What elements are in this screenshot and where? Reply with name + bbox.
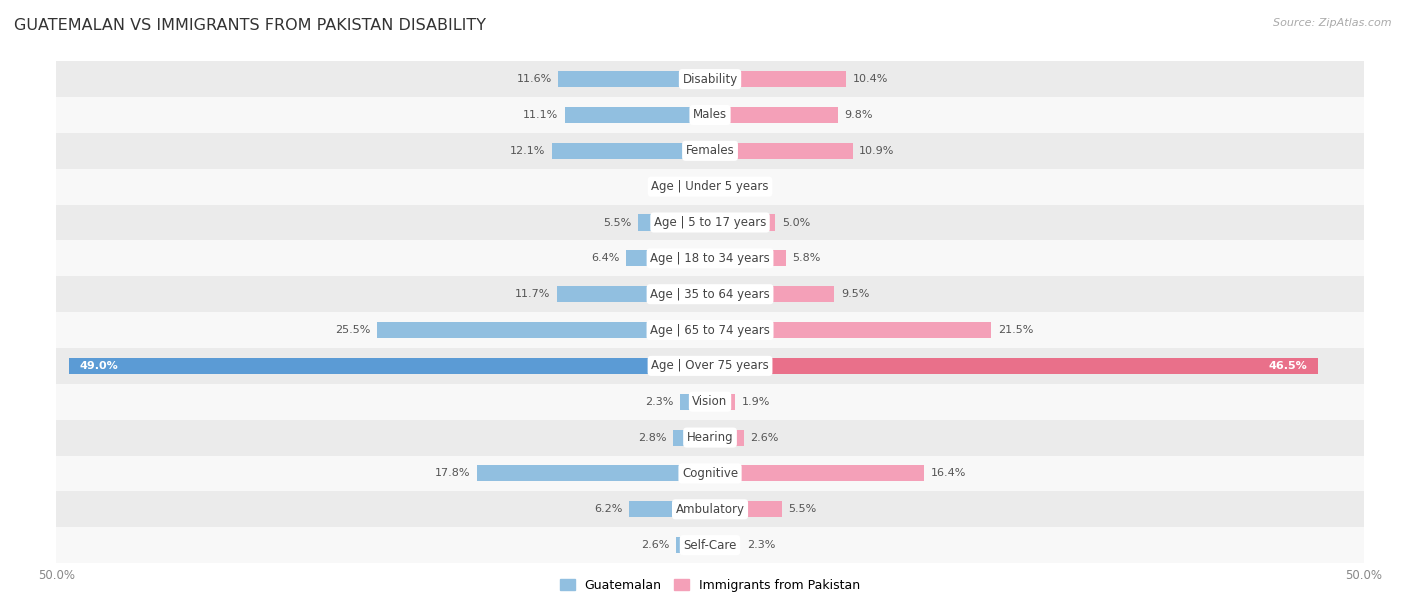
Text: Self-Care: Self-Care xyxy=(683,539,737,551)
Bar xyxy=(695,179,710,195)
Text: Age | 18 to 34 years: Age | 18 to 34 years xyxy=(650,252,770,265)
Text: 49.0%: 49.0% xyxy=(80,361,118,371)
Bar xyxy=(710,143,852,159)
Text: Age | 5 to 17 years: Age | 5 to 17 years xyxy=(654,216,766,229)
Text: 1.9%: 1.9% xyxy=(741,397,770,407)
Bar xyxy=(673,430,710,446)
Bar xyxy=(56,312,1364,348)
Text: GUATEMALAN VS IMMIGRANTS FROM PAKISTAN DISABILITY: GUATEMALAN VS IMMIGRANTS FROM PAKISTAN D… xyxy=(14,18,486,34)
Bar xyxy=(56,527,1364,563)
Bar xyxy=(710,71,846,87)
Text: Age | 35 to 64 years: Age | 35 to 64 years xyxy=(650,288,770,300)
Text: 5.0%: 5.0% xyxy=(782,217,810,228)
Text: Females: Females xyxy=(686,144,734,157)
Text: Age | 65 to 74 years: Age | 65 to 74 years xyxy=(650,324,770,337)
Legend: Guatemalan, Immigrants from Pakistan: Guatemalan, Immigrants from Pakistan xyxy=(555,574,865,597)
Bar xyxy=(626,250,710,266)
Bar xyxy=(710,286,834,302)
Bar xyxy=(56,241,1364,276)
Bar xyxy=(56,204,1364,241)
Bar xyxy=(710,465,925,482)
Text: 1.1%: 1.1% xyxy=(731,182,759,192)
Text: 1.2%: 1.2% xyxy=(659,182,688,192)
Text: 2.6%: 2.6% xyxy=(641,540,669,550)
Text: Age | Over 75 years: Age | Over 75 years xyxy=(651,359,769,372)
Text: 2.8%: 2.8% xyxy=(638,433,666,442)
Bar xyxy=(710,537,740,553)
Text: 25.5%: 25.5% xyxy=(335,325,370,335)
Text: Source: ZipAtlas.com: Source: ZipAtlas.com xyxy=(1274,18,1392,28)
Bar xyxy=(628,501,710,517)
Bar xyxy=(638,214,710,231)
Text: 46.5%: 46.5% xyxy=(1268,361,1308,371)
Bar xyxy=(710,214,776,231)
Bar xyxy=(710,501,782,517)
Text: 17.8%: 17.8% xyxy=(436,468,471,479)
Bar xyxy=(56,348,1364,384)
Bar xyxy=(56,97,1364,133)
Text: Ambulatory: Ambulatory xyxy=(675,503,745,516)
Bar xyxy=(56,276,1364,312)
Text: 12.1%: 12.1% xyxy=(510,146,546,156)
Text: 5.5%: 5.5% xyxy=(603,217,631,228)
Bar xyxy=(558,71,710,87)
Bar xyxy=(56,133,1364,169)
Text: 2.3%: 2.3% xyxy=(747,540,775,550)
Text: Age | Under 5 years: Age | Under 5 years xyxy=(651,180,769,193)
Text: 9.5%: 9.5% xyxy=(841,289,869,299)
Bar xyxy=(710,322,991,338)
Bar xyxy=(676,537,710,553)
Text: 10.4%: 10.4% xyxy=(852,74,889,84)
Text: 11.6%: 11.6% xyxy=(516,74,551,84)
Bar xyxy=(377,322,710,338)
Text: Hearing: Hearing xyxy=(686,431,734,444)
Text: Vision: Vision xyxy=(692,395,728,408)
Bar xyxy=(710,394,735,410)
Bar xyxy=(56,491,1364,527)
Bar xyxy=(710,179,724,195)
Bar xyxy=(710,107,838,123)
Text: 6.2%: 6.2% xyxy=(595,504,623,514)
Bar xyxy=(56,169,1364,204)
Bar xyxy=(56,61,1364,97)
Bar xyxy=(56,455,1364,491)
Text: 5.5%: 5.5% xyxy=(789,504,817,514)
Bar xyxy=(710,430,744,446)
Text: Males: Males xyxy=(693,108,727,121)
Text: 9.8%: 9.8% xyxy=(845,110,873,120)
Text: 5.8%: 5.8% xyxy=(793,253,821,263)
Text: 6.4%: 6.4% xyxy=(592,253,620,263)
Bar xyxy=(56,420,1364,455)
Bar xyxy=(710,358,1317,374)
Text: 11.1%: 11.1% xyxy=(523,110,558,120)
Text: 2.3%: 2.3% xyxy=(645,397,673,407)
Bar xyxy=(477,465,710,482)
Text: 16.4%: 16.4% xyxy=(931,468,966,479)
Bar xyxy=(710,250,786,266)
Text: 2.6%: 2.6% xyxy=(751,433,779,442)
Text: 10.9%: 10.9% xyxy=(859,146,894,156)
Bar xyxy=(557,286,710,302)
Text: 11.7%: 11.7% xyxy=(515,289,551,299)
Bar xyxy=(56,384,1364,420)
Bar xyxy=(69,358,710,374)
Bar xyxy=(565,107,710,123)
Text: Disability: Disability xyxy=(682,73,738,86)
Bar xyxy=(681,394,710,410)
Text: Cognitive: Cognitive xyxy=(682,467,738,480)
Bar xyxy=(551,143,710,159)
Text: 21.5%: 21.5% xyxy=(998,325,1033,335)
